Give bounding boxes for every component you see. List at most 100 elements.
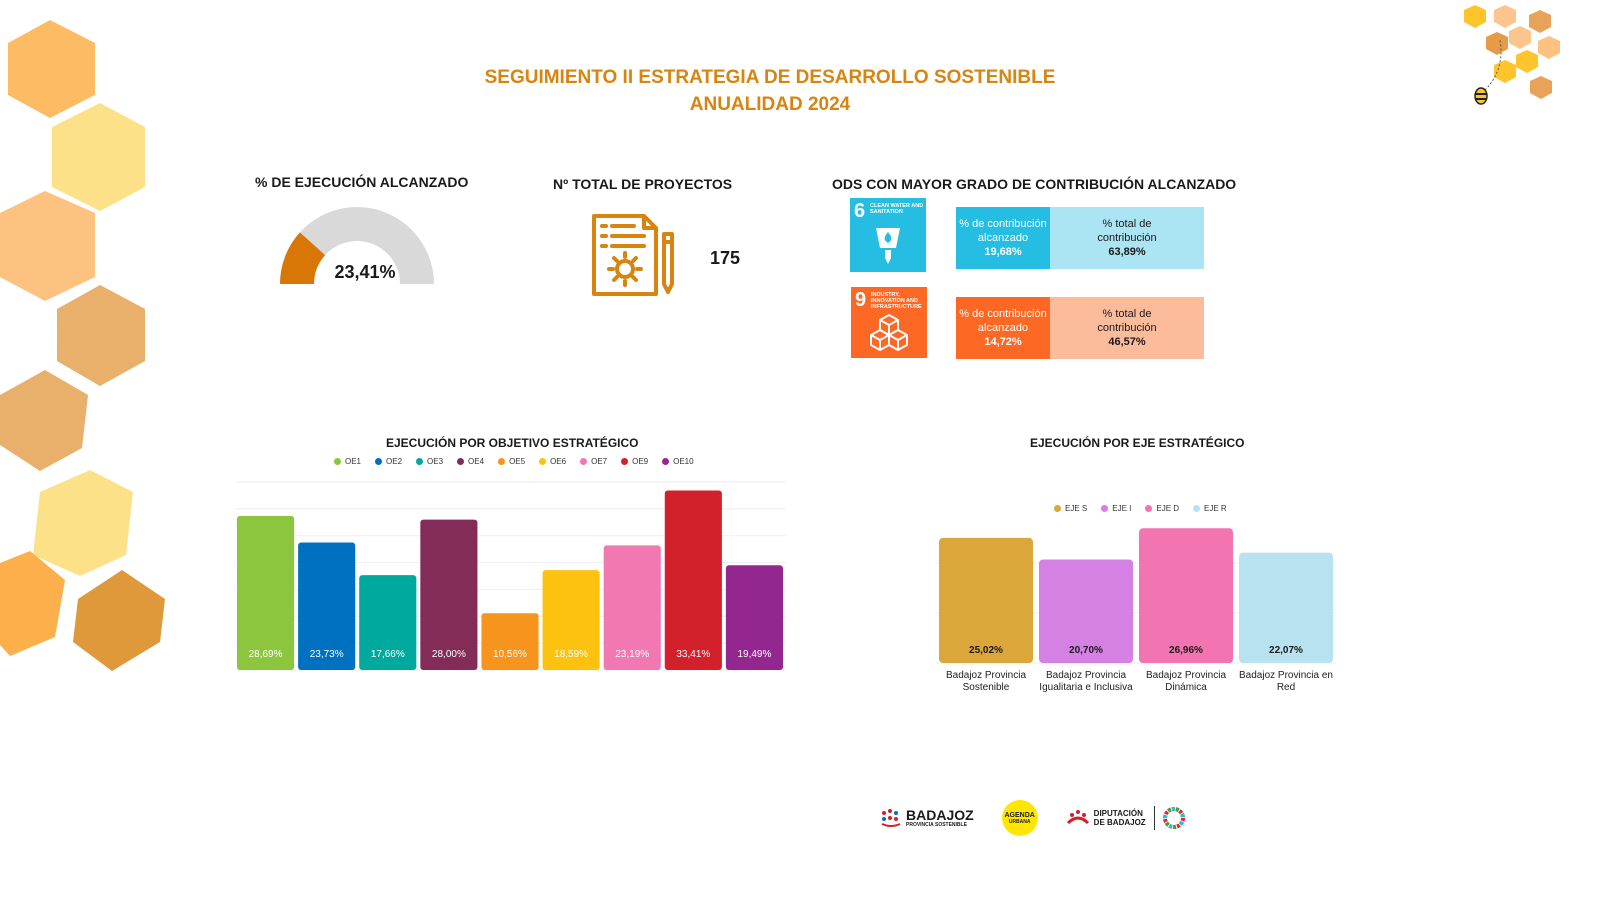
- ods-name: CLEAN WATER AND SANITATION: [870, 203, 924, 215]
- legend-label: OE6: [550, 457, 567, 466]
- data-label: 17,66%: [371, 649, 405, 660]
- data-label: 19,49%: [737, 649, 771, 660]
- legend-label: EJE D: [1156, 504, 1180, 513]
- bar-eje-3: [1239, 552, 1333, 663]
- page-title: SEGUIMIENTO II ESTRATEGIA DE DESARROLLO …: [400, 64, 1140, 118]
- legend-item: OE7: [580, 457, 607, 466]
- data-label: 28,69%: [249, 649, 283, 660]
- decorative-hexagons-right: [1464, 5, 1560, 105]
- legend-swatch: [662, 458, 670, 465]
- hexagon-shape: [1486, 32, 1508, 55]
- ods-9-tile: 9 INDUSTRY, INNOVATION AND INFRASTRUCTUR…: [851, 287, 927, 358]
- bar-oe6: [542, 570, 600, 670]
- bar-oe3: [359, 575, 417, 670]
- category-label: Badajoz Provincia en Red: [1239, 670, 1333, 693]
- legend-label: OE3: [427, 457, 444, 466]
- ods-name: INDUSTRY, INNOVATION AND INFRASTRUCTURE: [871, 292, 922, 310]
- legend-label: OE2: [386, 457, 403, 466]
- legend-swatch: [539, 458, 547, 465]
- bar-oe7: [603, 545, 661, 670]
- legend-item: OE9: [621, 457, 648, 466]
- chart-eje: 25,02% 20,70% 26,96% 22,07%: [936, 528, 1336, 664]
- badajoz-dots-icon: [881, 809, 901, 827]
- legend-label: OE7: [591, 457, 608, 466]
- ods-total-label: % total de contribución: [1097, 218, 1157, 244]
- data-label: 33,41%: [676, 649, 710, 660]
- hexagon-shape: [1529, 10, 1551, 33]
- ods-total-value: 63,89%: [1108, 246, 1146, 258]
- hexagon-shape: [1464, 5, 1486, 28]
- legend-item: OE3: [416, 457, 443, 466]
- legend-item: EJE R: [1193, 504, 1227, 513]
- chart-oe: 28,69% 23,73% 17,66% 28,00% 10,56% 18,59% 23,1…: [236, 481, 786, 671]
- badajoz-logo-main: BADAJOZ: [906, 807, 974, 823]
- ods-achieved-value: 19,68%: [984, 246, 1022, 258]
- legend-label: OE1: [345, 457, 362, 466]
- agenda-logo-line1: AGENDA: [1004, 811, 1035, 819]
- hexagon-shape: [1530, 76, 1552, 99]
- ods-number: 6: [854, 200, 866, 222]
- ods-9-achieved: % de contribución alcanzado 14,72%: [956, 297, 1050, 359]
- water-glass-icon: [876, 228, 900, 264]
- legend-swatch: [457, 458, 465, 465]
- legend-item: EJE I: [1101, 504, 1131, 513]
- hexagon-shape: [0, 191, 95, 301]
- badajoz-logo-sub: PROVINCIA SOSTENIBLE: [906, 822, 967, 828]
- chart-eje-legend: EJE S EJE I EJE D EJE R: [1054, 504, 1227, 513]
- data-label: 23,73%: [310, 649, 344, 660]
- projects-total: 175: [710, 248, 741, 268]
- hexagon-shape: [1538, 36, 1560, 59]
- legend-swatch: [416, 458, 424, 465]
- legend-label: OE5: [509, 457, 526, 466]
- bar-oe4: [420, 519, 478, 670]
- page-title-line2: ANUALIDAD 2024: [689, 94, 851, 115]
- legend-label: OE4: [468, 457, 485, 466]
- agenda-logo-line2: URBANA: [1008, 818, 1031, 825]
- legend-item: EJE D: [1145, 504, 1179, 513]
- ods-6-achieved: % de contribución alcanzado 19,68%: [956, 207, 1050, 269]
- hexagon-shape: [0, 370, 88, 471]
- bar-oe9: [664, 490, 722, 670]
- legend-item: EJE S: [1054, 504, 1087, 513]
- data-label: 18,59%: [554, 649, 588, 660]
- ods-number: 9: [855, 289, 867, 311]
- legend-item: OE1: [334, 457, 361, 466]
- legend-swatch: [1054, 505, 1061, 512]
- ods-achieved-label: % de contribución alcanzado: [959, 308, 1047, 334]
- diputacion-logo: DIPUTACIÓN DE BADAJOZ: [1066, 806, 1185, 830]
- badajoz-logo: BADAJOZ PROVINCIA SOSTENIBLE: [880, 807, 974, 829]
- legend-label: EJE R: [1204, 504, 1227, 513]
- ods-title: ODS CON MAYOR GRADO DE CONTRIBUCIÓN ALCA…: [832, 176, 1237, 192]
- data-label: 10,56%: [493, 649, 527, 660]
- hexagon-shape: [1509, 26, 1531, 49]
- legend-item: OE2: [375, 457, 402, 466]
- bar-oe2: [298, 542, 356, 670]
- bar-eje-0: [939, 537, 1033, 663]
- execution-value: 23,41%: [334, 262, 396, 282]
- legend-swatch: [334, 458, 341, 465]
- hexagon-shape: [1494, 60, 1516, 83]
- bar-eje-1: [1039, 559, 1133, 663]
- data-label: 28,00%: [432, 649, 466, 660]
- execution-gauge: [280, 207, 434, 284]
- footer-logos: BADAJOZ PROVINCIA SOSTENIBLE AGENDA URBA…: [881, 800, 1185, 836]
- legend-item: OE5: [498, 457, 525, 466]
- legend-label: EJE I: [1112, 504, 1132, 513]
- data-label: 26,96%: [1169, 645, 1203, 656]
- ods-total-value: 46,57%: [1108, 336, 1146, 348]
- hexagon-shape: [57, 285, 145, 386]
- legend-swatch: [375, 458, 383, 465]
- legend-swatch: [1101, 505, 1109, 512]
- hexagon-shape: [0, 551, 65, 656]
- data-label: 25,02%: [969, 645, 1003, 656]
- legend-item: OE6: [539, 457, 566, 466]
- chart-oe-title: EJECUCIÓN POR OBJETIVO ESTRATÉGICO: [386, 436, 639, 450]
- chart-oe-legend: OE1 OE2 OE3 OE4 OE5 OE6 OE7 OE9 OE10: [334, 457, 694, 466]
- legend-label: OE10: [673, 457, 694, 466]
- legend-swatch: [1145, 505, 1153, 512]
- ods-9-total: % total de contribución 46,57%: [1050, 297, 1204, 359]
- bar-oe5: [481, 613, 539, 670]
- legend-swatch: [621, 458, 629, 465]
- hexagon-shape: [52, 103, 145, 211]
- legend-swatch: [580, 458, 588, 465]
